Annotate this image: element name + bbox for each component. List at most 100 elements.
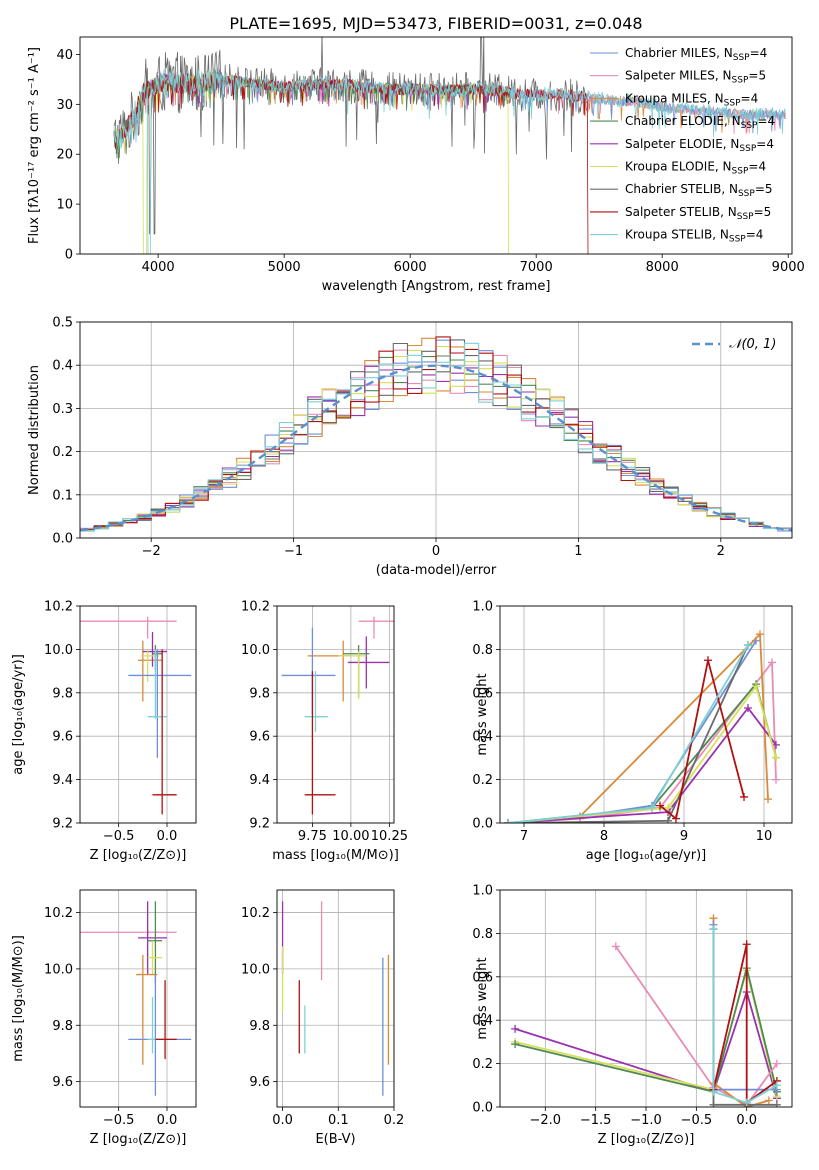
legend-subscript: SSP <box>738 189 755 199</box>
weight_vs_age-lines <box>504 630 780 823</box>
y-tick-label: 0.0 <box>52 532 73 547</box>
x-tick-label: −1.5 <box>580 1113 612 1128</box>
weight-marker <box>504 819 512 823</box>
legend-tail: =4 <box>750 46 768 60</box>
legend-text: Chabrier STELIB, N <box>625 182 738 196</box>
y-tick-label: 10.0 <box>44 962 73 977</box>
errorbar-point <box>128 974 192 1096</box>
weight-marker <box>709 1100 718 1107</box>
x-axis-label: Z [log₁₀(Z/Z⊙)] <box>598 1132 695 1147</box>
y-tick-label: 0.6 <box>472 970 493 985</box>
x-tick-label: 0.2 <box>384 1113 405 1128</box>
x-tick-label: 10.25 <box>371 829 408 844</box>
legend-entry: Chabrier MILES, NSSP=4 <box>625 46 767 63</box>
weight-marker <box>664 816 672 823</box>
legend-entry: Salpeter MILES, NSSP=5 <box>625 69 766 86</box>
weight-marker <box>611 942 620 951</box>
weight-marker <box>764 795 772 804</box>
figure-title: PLATE=1695, MJD=53473, FIBERID=0031, z=0… <box>229 14 642 33</box>
y-tick-label: 9.2 <box>249 817 270 832</box>
x-tick-label: 10.00 <box>332 829 369 844</box>
residuals-frame <box>79 321 793 539</box>
y-axis-label: Flux [fλ10⁻¹⁷ erg cm⁻² s⁻¹ A⁻¹] <box>27 47 42 244</box>
y-tick-label: 1.0 <box>472 884 493 899</box>
errorbar-point <box>147 940 163 975</box>
weight-marker <box>772 1081 781 1090</box>
histogram-series <box>80 345 792 532</box>
errorbar-point <box>147 901 163 983</box>
legend-entry: Salpeter ELODIE, NSSP=4 <box>625 137 774 154</box>
legend-text: Kroupa ELODIE, N <box>625 160 732 174</box>
legend-tail: =5 <box>748 69 766 83</box>
weight-marker <box>772 753 780 762</box>
x-axis-label: wavelength [Angstrom, rest frame] <box>322 279 551 294</box>
y-tick-label: 9.4 <box>249 773 270 788</box>
weight_vs_age-frame <box>499 605 793 824</box>
x-axis-label: Z [log₁₀(Z/Z⊙)] <box>90 848 187 863</box>
y-axis-label: mass [log₁₀(M/M⊙)] <box>11 935 26 1062</box>
y-tick-label: 9.2 <box>52 817 73 832</box>
errorbar-point <box>140 649 160 682</box>
legend-text: Chabrier MILES, N <box>625 46 733 60</box>
mass_vs_Z-points <box>80 901 192 1096</box>
weight-marker <box>744 641 752 650</box>
spectrum-lines <box>113 37 786 254</box>
x-tick-label: 0.1 <box>328 1113 349 1128</box>
mass_vs_ebv-axes: 0.0 0.1 0.2 9.6 9.8 10.0 10.2 E(B-V) <box>241 890 404 1147</box>
x-tick-label: 2 <box>717 544 725 559</box>
x-tick-label: 4000 <box>142 260 175 275</box>
y-tick-label: 0.0 <box>472 817 493 832</box>
errorbar-point <box>80 929 177 936</box>
legend-entry: Chabrier STELIB, NSSP=5 <box>625 182 773 199</box>
weight_vs_age-axes: 7 8 9 10 0.0 0.2 0.4 0.6 0.8 1.0 age [log₁₀(age/yr… <box>472 600 792 863</box>
spectrum-frame <box>79 36 793 255</box>
y-tick-label: 10.0 <box>44 643 73 658</box>
y-tick-label: 1.0 <box>472 600 493 615</box>
weight-marker <box>756 630 764 639</box>
y-tick-label: 9.6 <box>249 730 270 745</box>
y-tick-label: 0.5 <box>52 316 73 331</box>
mass_vs_ebv-frame <box>276 889 395 1108</box>
legend-tail: =4 <box>746 228 764 242</box>
y-tick-label: 0.8 <box>472 643 493 658</box>
legend-tail: =4 <box>756 137 774 151</box>
spectrum-series <box>113 37 587 235</box>
x-axis-label: age [log₁₀(age/yr)] <box>586 848 707 863</box>
y-tick-label: 10.2 <box>44 600 73 615</box>
weight-marker <box>740 792 748 801</box>
weight-series <box>659 659 745 820</box>
x-tick-label: 5000 <box>268 260 301 275</box>
errorbar-point <box>304 671 328 732</box>
x-tick-label: 0 <box>432 544 440 559</box>
x-tick-label: 0.0 <box>157 829 178 844</box>
errorbar-point <box>136 954 158 1065</box>
y-tick-label: 10.2 <box>241 600 270 615</box>
y-tick-label: 9.6 <box>52 730 73 745</box>
errorbar-point <box>347 636 390 689</box>
weight-series <box>514 991 778 1099</box>
histogram-series <box>80 342 792 532</box>
legend-text: Kroupa STELIB, N <box>625 228 729 242</box>
weight-marker <box>511 1040 520 1049</box>
y-tick-label: 10 <box>56 198 73 213</box>
y-tick-label: 9.4 <box>52 773 73 788</box>
legend-text: Salpeter MILES, N <box>625 69 732 83</box>
weight-marker <box>768 658 776 667</box>
weight-series <box>712 943 778 1104</box>
y-tick-label: 0.2 <box>472 773 493 788</box>
weight-marker <box>772 775 780 784</box>
legend-entry: Kroupa STELIB, NSSP=4 <box>625 228 763 245</box>
weight-series <box>507 644 749 823</box>
weight-series <box>712 929 777 1106</box>
weight-marker <box>511 1024 520 1033</box>
weight-marker <box>772 1100 781 1107</box>
errorbar-point <box>152 649 177 815</box>
errorbar-point <box>128 649 192 758</box>
x-tick-label: −2.0 <box>530 1113 562 1128</box>
x-tick-label: −2 <box>142 544 161 559</box>
x-tick-label: 0.0 <box>272 1113 293 1128</box>
age_vs_Z-axes: −0.5 0.0 9.2 9.4 9.6 9.8 10.0 10.2 Z [log₁₀(Z/Z⊙… <box>11 600 196 863</box>
x-tick-label: 8000 <box>646 260 679 275</box>
y-tick-label: 9.8 <box>249 686 270 701</box>
y-tick-label: 9.6 <box>249 1075 270 1090</box>
